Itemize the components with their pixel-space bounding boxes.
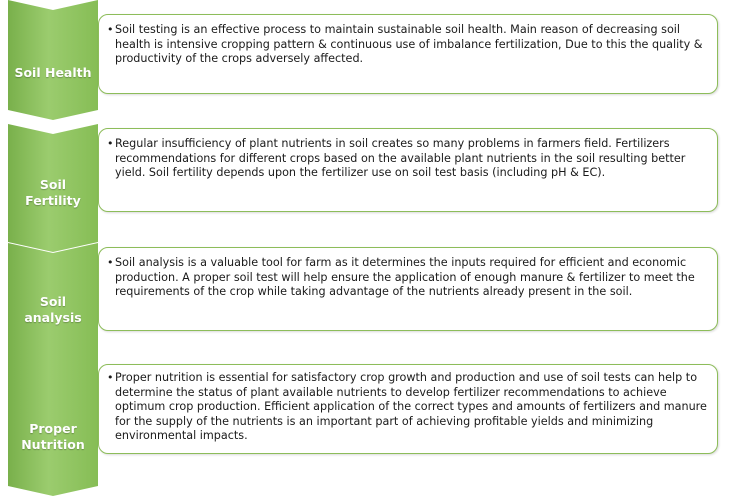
bullet-icon: • <box>107 256 114 269</box>
bullet-icon: • <box>107 371 114 384</box>
chevron-proper-nutrition: Proper Nutrition <box>8 362 98 496</box>
chevron-label: Proper Nutrition <box>21 421 85 452</box>
description-box: • Soil analysis is a valuable tool for f… <box>98 247 718 331</box>
chevron-soil-analysis: Soil analysis <box>8 243 98 373</box>
description-text: Soil analysis is a valuable tool for far… <box>115 256 695 299</box>
chevron-label: Soil Health <box>14 65 92 80</box>
description-box: • Soil testing is an effective process t… <box>98 14 718 94</box>
description-box: • Proper nutrition is essential for sati… <box>98 364 718 454</box>
description-text: Regular insufficiency of plant nutrients… <box>115 137 686 180</box>
bullet-icon: • <box>107 137 114 150</box>
chevron-soil-health: Soil Health <box>8 0 98 120</box>
description-text: Soil testing is an effective process to … <box>115 23 703 66</box>
chevron-label: Soil Fertility <box>25 177 81 208</box>
chevron-soil-fertility: Soil Fertility <box>8 124 98 252</box>
chevron-label: Soil analysis <box>24 294 82 325</box>
description-box: • Regular insufficiency of plant nutrien… <box>98 128 718 212</box>
bullet-icon: • <box>107 23 114 36</box>
description-text: Proper nutrition is essential for satisf… <box>115 371 707 443</box>
